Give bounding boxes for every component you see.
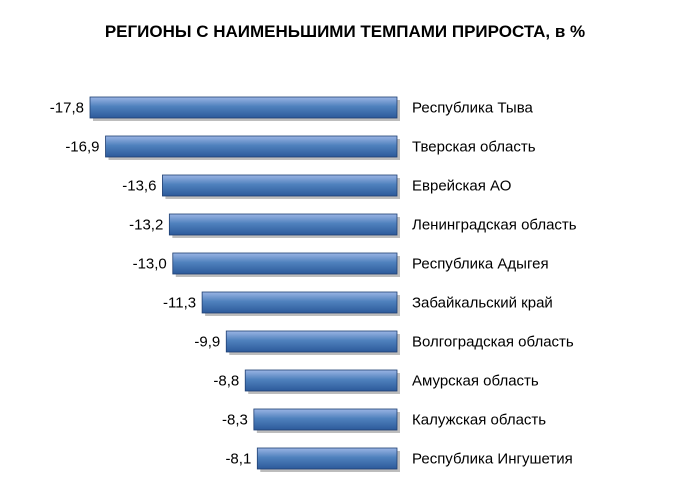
bar (256, 447, 398, 470)
value-label: -8,8 (213, 373, 239, 390)
bar (253, 408, 398, 431)
bar (201, 291, 398, 314)
bar (162, 174, 398, 197)
category-label: Республика Адыгея (412, 256, 549, 273)
category-label: Республика Тыва (412, 100, 534, 117)
value-label: -13,0 (133, 256, 167, 273)
value-label: -13,6 (122, 178, 156, 195)
category-label: Республика Ингушетия (412, 451, 573, 468)
category-label: Ленинградская область (412, 217, 577, 234)
category-label: Забайкальский край (412, 295, 553, 312)
bar (89, 96, 398, 119)
bar (168, 213, 398, 236)
bar (172, 252, 398, 275)
bar (105, 135, 398, 158)
bar (225, 330, 398, 353)
category-label: Тверская область (412, 139, 536, 156)
value-label: -17,8 (50, 100, 84, 117)
category-label: Амурская область (412, 373, 539, 390)
value-label: -9,9 (194, 334, 220, 351)
value-label: -13,2 (129, 217, 163, 234)
value-label: -8,1 (225, 451, 251, 468)
value-label: -16,9 (65, 139, 99, 156)
value-label: -11,3 (163, 295, 196, 312)
chart-title: РЕГИОНЫ С НАИМЕНЬШИМИ ТЕМПАМИ ПРИРОСТА, … (104, 22, 586, 41)
bars-layer: -17,8 Республика Тыва -16,9 Тверская област… (50, 96, 577, 472)
category-label: Калужская область (412, 412, 546, 429)
category-label: Еврейская АО (412, 178, 511, 195)
value-label: -8,3 (222, 412, 248, 429)
bar (244, 369, 398, 392)
category-label: Волгоградская область (412, 334, 574, 351)
